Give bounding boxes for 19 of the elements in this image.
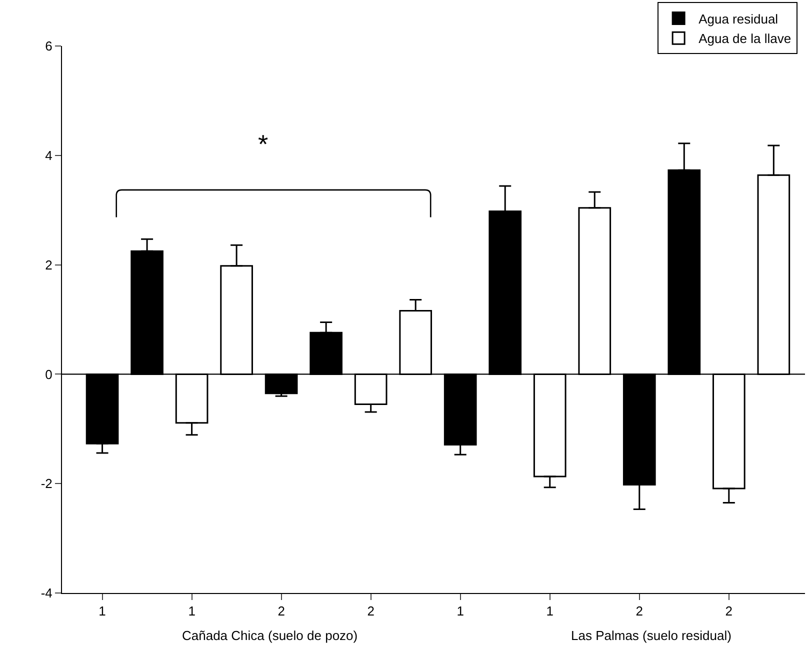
x-tick-label: 2 [278, 604, 285, 619]
legend-label: Agua de la llave [698, 31, 792, 46]
y-tick-label: 4 [45, 148, 52, 163]
x-tick-label: 1 [98, 604, 106, 619]
y-tick-label: -4 [40, 586, 52, 601]
x-tick-label: 2 [367, 604, 374, 619]
x-tick-label: 1 [546, 604, 554, 619]
x-tick-label: 1 [456, 604, 464, 619]
x-tick-label: 2 [636, 604, 644, 619]
text: Las Palmas (suelo residual) [571, 628, 732, 643]
y-tick-label: -2 [40, 476, 52, 492]
y-tick-label: 0 [45, 366, 52, 382]
x-tick-label: 1 [188, 604, 196, 619]
legend-label: Agua residual [698, 11, 778, 26]
annotation: * [258, 129, 268, 159]
y-tick-label: 6 [45, 38, 52, 54]
text: Cañada Chica (suelo de pozo) [182, 628, 358, 643]
x-tick-label: 2 [725, 604, 733, 619]
y-tick-label: 2 [45, 257, 52, 272]
